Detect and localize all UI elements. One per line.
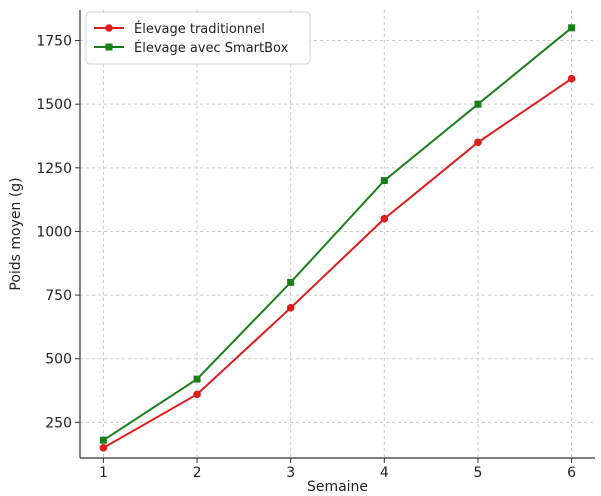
x-tick-label: 6 xyxy=(567,465,576,481)
y-tick-label: 1000 xyxy=(36,224,72,240)
y-tick-label: 750 xyxy=(45,288,72,304)
series-1-point xyxy=(193,390,201,399)
legend-square-marker xyxy=(105,43,113,51)
x-axis-label: Semaine xyxy=(307,479,368,495)
series-1-point xyxy=(567,74,576,83)
series-2-point xyxy=(287,278,295,286)
x-tick-label: 1 xyxy=(99,465,108,481)
series-2-point xyxy=(99,436,107,444)
series-line-1 xyxy=(102,77,573,449)
series-1-point xyxy=(380,214,389,223)
axes: 250 500 750 1000 1250 1500 1750 1 2 3 4 5 6 xyxy=(36,10,595,481)
series-1-point xyxy=(474,138,482,147)
series-2-point xyxy=(380,177,388,185)
y-tick-label: 500 xyxy=(45,352,72,368)
legend: Élevage traditionnel Élevage avec SmartBo… xyxy=(85,11,311,65)
x-tick-label: 3 xyxy=(286,465,295,481)
y-tick-label: 250 xyxy=(45,415,72,431)
series-2-point xyxy=(474,100,482,108)
y-tick-label: 1750 xyxy=(36,34,72,50)
legend-circle-marker xyxy=(105,24,113,32)
x-tick-label: 5 xyxy=(473,465,482,481)
y-tick-label: 1500 xyxy=(36,97,72,113)
x-tick-label: 2 xyxy=(193,465,202,481)
series-line-2 xyxy=(102,27,573,442)
series-1-point xyxy=(286,304,295,312)
legend-label: Élevage avec SmartBox xyxy=(134,40,289,56)
legend-box xyxy=(85,11,311,65)
x-tick-label: 4 xyxy=(380,465,389,481)
legend-label: Élevage traditionnel xyxy=(134,21,265,37)
y-axis-label: Poids moyen (g) xyxy=(8,177,24,290)
y-tick-label: 1250 xyxy=(36,161,72,177)
series-1-point xyxy=(99,444,108,452)
series-2-point xyxy=(568,24,576,32)
series-2-point xyxy=(193,375,201,383)
series xyxy=(99,24,576,452)
